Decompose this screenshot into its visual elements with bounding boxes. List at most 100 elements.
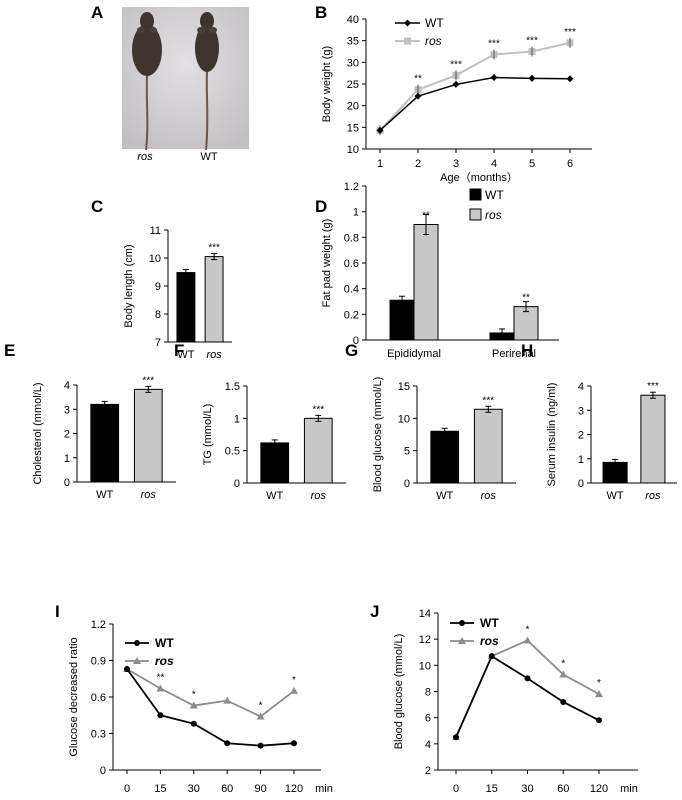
panel-j-significance: *: [561, 658, 565, 669]
panel-h-significance: ***: [647, 381, 659, 392]
panel-g-significance: ***: [482, 395, 494, 406]
panel-c-x-tick-label: WT: [177, 349, 194, 361]
panel-i-point-ros: [256, 712, 265, 720]
panel-f-y-tick-label: 1.5: [225, 381, 240, 393]
panel-i-point-wt: [157, 712, 164, 719]
panel-i-point-wt: [291, 740, 297, 747]
panel-d-y-tick-label: 0.8: [344, 232, 359, 244]
panel-j-point-ros: [595, 690, 603, 698]
panel-d-y-tick-label: 1: [353, 207, 359, 219]
panel-f: F 0 0.5 1 1.5 TG (mmol/L) WT *** ros: [174, 341, 346, 502]
panel-h-y-tick-label: 3: [578, 405, 584, 417]
panel-j-y-tick-label: 12: [419, 634, 431, 646]
panel-g-y-tick-label: 10: [398, 413, 410, 425]
panel-j-point-ros: [559, 670, 568, 678]
panel-c-bar-ros: [204, 256, 224, 343]
panel-c: C 7 8 9 10 11 Body length (cm) WT *** ros: [91, 197, 232, 361]
panel-d-legend-label-ros: ros: [485, 208, 502, 222]
panel-i-significance: *: [292, 675, 296, 686]
panel-letter-f: F: [174, 341, 184, 360]
panel-d-y-tick-label: 0.6: [344, 258, 359, 270]
panel-h-y-tick-label: 4: [578, 381, 584, 393]
panel-b-y-tick-label: 25: [347, 79, 359, 91]
photo-label-wt: WT: [200, 151, 217, 163]
panel-letter-i: I: [55, 602, 60, 621]
panel-i-line-ros: [126, 668, 295, 718]
panel-b-x-tick-label: 6: [567, 158, 573, 170]
panel-j-y-tick-label: 6: [425, 713, 431, 725]
panel-d-significance: **: [522, 293, 530, 304]
panel-i-point-wt: [190, 720, 197, 727]
panel-f-x-tick-label: WT: [266, 490, 283, 502]
panel-i-point-wt: [124, 666, 130, 673]
panel-b-x-axis-label: Age（months）: [440, 171, 518, 184]
panel-letter-b: B: [315, 3, 327, 22]
panel-e: E 0 1 2 3 4 Cholesterol (mmol/L) WT *** ros: [4, 341, 176, 501]
panel-i-legend-marker-wt: [134, 640, 140, 646]
panel-g-y-tick-label: 0: [404, 478, 410, 490]
panel-b-significance: ***: [564, 27, 576, 38]
panel-c-y-tick-label: 7: [155, 337, 161, 349]
panel-g-x-tick-label: WT: [436, 490, 453, 502]
panel-b-x-tick-label: 2: [415, 158, 421, 170]
panel-j-y-tick-label: 14: [419, 608, 431, 620]
panel-d-y-tick-label: 1.2: [344, 181, 359, 193]
panel-i-point-ros: [156, 684, 165, 692]
panel-i-legend-label-ros: ros: [155, 654, 174, 668]
panel-b-legend-label-ros: ros: [425, 34, 442, 48]
panel-b-significance: **: [414, 74, 422, 85]
panel-letter-c: C: [91, 197, 103, 216]
panel-j-significance: *: [526, 624, 530, 635]
panel-i-significance: *: [192, 690, 196, 701]
panel-e-y-tick-label: 1: [64, 453, 70, 465]
panel-j: J 2 4 6 8 10 12 14 Blood glucose (mmol/L) 0 15 30 60…: [370, 602, 638, 795]
panel-j-y-tick-label: 8: [425, 687, 431, 699]
panel-b-significance: ***: [526, 36, 538, 47]
panel-c-significance: ***: [208, 243, 220, 254]
panel-i-y-tick-label: 0.6: [91, 692, 106, 704]
panel-a: A ros WT: [91, 3, 249, 163]
panel-letter-e: E: [4, 341, 15, 360]
panel-e-x-tick-label: ros: [141, 489, 157, 501]
panel-i-point-ros: [189, 701, 198, 709]
panel-f-bar-wt: [260, 442, 290, 484]
panel-d-legend-swatch-ros: [469, 208, 482, 221]
panel-i-y-tick-label: 0.3: [91, 729, 106, 741]
panel-d: D 0 0.2 0.4 0.6 0.8 1 1.2 Fat pad weight (g) ** Ep…: [315, 181, 559, 360]
panel-b-significance: ***: [450, 59, 462, 70]
panel-letter-d: D: [315, 197, 327, 216]
panel-h: H 0 1 2 3 4 Serum insulin (ng/ml) WT *** ros: [521, 341, 677, 502]
panel-j-line-wt: [455, 654, 600, 738]
panel-f-y-tick-label: 0: [234, 478, 240, 490]
panel-b-x-tick-label: 3: [453, 158, 459, 170]
panel-g-y-tick-label: 15: [398, 381, 410, 393]
panel-b-y-tick-label: 30: [347, 57, 359, 69]
panel-f-significance: ***: [312, 404, 324, 415]
panel-h-x-tick-label: WT: [607, 490, 624, 502]
panel-i-x-unit-label: min: [315, 783, 333, 795]
panel-j-x-unit-label: min: [620, 783, 638, 795]
panel-j-point-ros: [523, 636, 532, 644]
panel-j-y-tick-label: 2: [425, 765, 431, 777]
panel-j-y-axis-label: Blood glucose (mmol/L): [393, 634, 405, 750]
mouse-ros-image: [132, 12, 162, 151]
panel-e-significance: ***: [142, 375, 154, 386]
panel-g-x-tick-label: ros: [481, 490, 497, 502]
panel-b-legend-marker-wt: [404, 19, 411, 27]
panel-c-bar-wt: [176, 272, 196, 343]
panel-e-bar-ros: [133, 388, 163, 483]
panel-h-bar-ros: [640, 394, 666, 484]
panel-j-legend-label-ros: ros: [480, 634, 499, 648]
panel-j-point-wt: [488, 653, 495, 660]
panel-j-y-tick-label: 4: [425, 739, 431, 751]
panel-f-y-tick-label: 0.5: [225, 446, 240, 458]
panel-j-x-tick-label: 15: [486, 783, 498, 795]
panel-c-y-tick-label: 9: [155, 281, 161, 293]
panel-i-legend-marker-ros: [133, 657, 141, 664]
panel-e-y-tick-label: 2: [64, 429, 70, 441]
panel-b-significance: ***: [488, 39, 500, 50]
panel-j-x-tick-label: 30: [521, 783, 533, 795]
panel-i-point-wt: [224, 740, 231, 747]
panel-j-legend-marker-ros: [458, 637, 466, 644]
